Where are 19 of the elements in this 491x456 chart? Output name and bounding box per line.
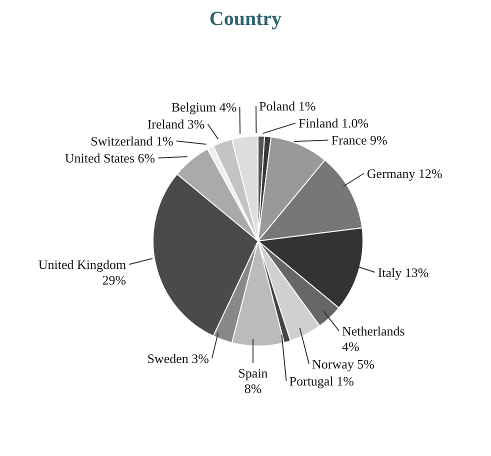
slice-label: Norway 5% (312, 356, 375, 372)
slice-label: United States 6% (64, 150, 156, 166)
slice-label: Portugal 1% (289, 373, 354, 388)
slice-label: Netherlands (342, 323, 405, 338)
slice-label: Switzerland 1% (90, 134, 174, 149)
slice-label: United Kingdom (38, 256, 126, 272)
slice-label: Germany 12% (366, 166, 443, 181)
slice-label: Ireland 3% (147, 116, 205, 132)
data-label: 4% (342, 338, 360, 354)
slice-label: Spain (238, 366, 268, 381)
data-label: 8% (244, 381, 262, 396)
slice-label: Poland 1% (259, 98, 316, 114)
data-label: 29% (102, 272, 126, 288)
slice-label: Finland 1.0% (298, 116, 369, 131)
slice-label: Belgium 4% (171, 100, 237, 115)
slice-label: France 9% (331, 132, 388, 148)
chart-title: Country (208, 8, 283, 31)
slice-label: Italy 13% (378, 264, 429, 280)
slice-label: Sweden 3% (147, 350, 210, 366)
